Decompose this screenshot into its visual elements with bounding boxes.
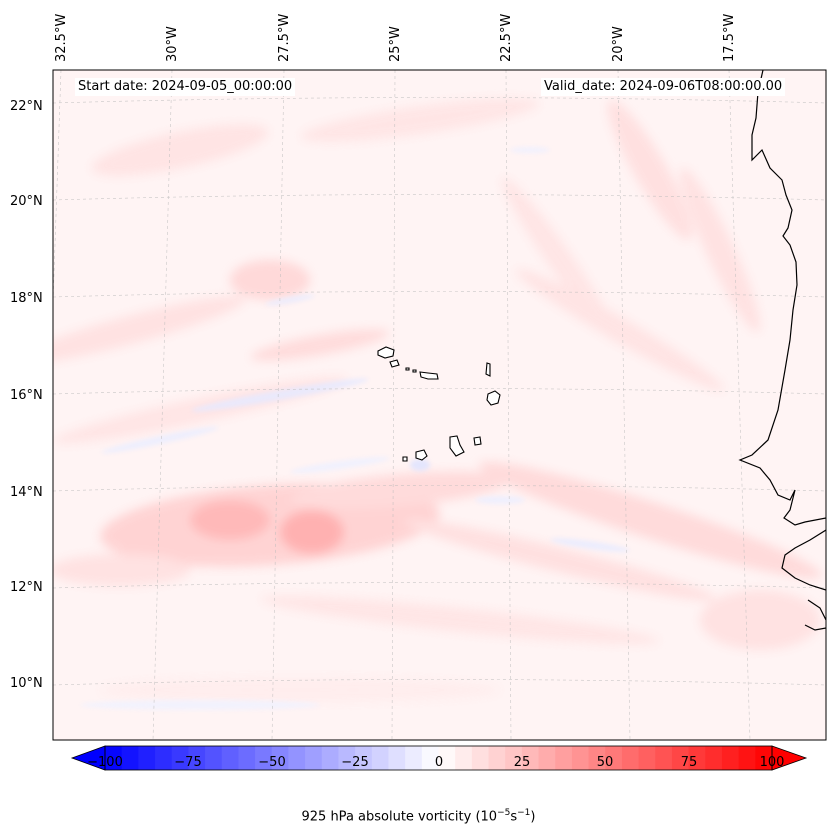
lat-label: 12°N <box>10 580 43 595</box>
cabo-verde-islands <box>377 346 501 462</box>
coastline <box>738 70 826 631</box>
colorbar-tick-label: 0 <box>434 755 444 770</box>
colorbar-tick-label: 50 <box>596 755 614 770</box>
start-date-label: Start date: 2024-09-05_00:00:00 <box>75 78 296 96</box>
colorbar-tick-label: 75 <box>680 755 698 770</box>
map-frame <box>52 69 827 741</box>
vorticity-field <box>53 70 826 740</box>
lat-label: 18°N <box>10 291 43 306</box>
colorbar-tick-label: 100 <box>759 755 785 770</box>
colorbar-title: 925 hPa absolute vorticity (10−5s−1) <box>301 808 536 825</box>
valid-date-label: Valid_date: 2024-09-06T08:00:00.00 <box>541 78 786 96</box>
colorbar-tick-label: −25 <box>341 755 369 770</box>
lat-label: 10°N <box>10 676 43 691</box>
lat-label: 22°N <box>10 99 43 114</box>
graticule <box>53 70 826 740</box>
colorbar-tick-label: −50 <box>258 755 286 770</box>
lat-label: 14°N <box>10 485 43 500</box>
lat-label: 20°N <box>10 194 43 209</box>
colorbar-tick-label: 25 <box>513 755 531 770</box>
colorbar-tick-label: −75 <box>174 755 202 770</box>
colorbar-tick-label: −100 <box>87 755 123 770</box>
lat-label: 16°N <box>10 388 43 403</box>
